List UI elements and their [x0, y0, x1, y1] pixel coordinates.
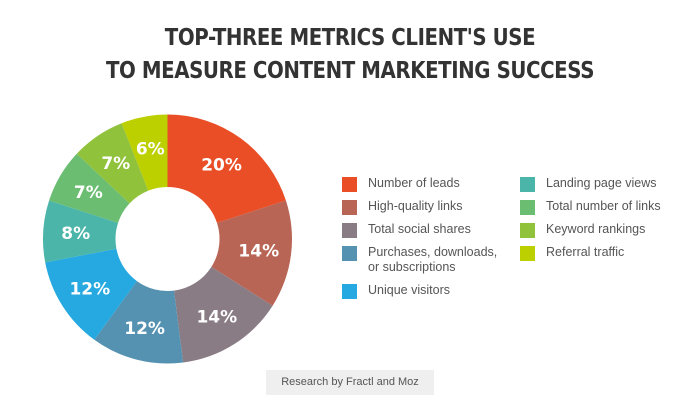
legend-label: Keyword rankings: [546, 222, 646, 236]
legend-swatch: [342, 177, 357, 192]
legend-label: Purchases, downloads,: [368, 245, 498, 259]
slice-percent-label: 12%: [124, 319, 165, 339]
slice-percent-label: 14%: [196, 308, 237, 328]
slice-percent-label: 14%: [238, 242, 279, 262]
legend-swatch: [342, 246, 357, 261]
legend-item-purchases-downloads-subscriptions: Purchases, downloads, or subscriptions: [342, 245, 497, 275]
legend-swatch: [520, 177, 535, 192]
legend-item-total-social-shares: Total social shares: [342, 222, 497, 238]
legend-item-high-quality-links: High-quality links: [342, 199, 497, 215]
legend-label: Total number of links: [546, 199, 661, 213]
legend-swatch: [342, 200, 357, 215]
legend-swatch: [342, 223, 357, 238]
donut-slice-total-number-of-links: [49, 153, 130, 223]
donut-slice-referral-traffic: [121, 114, 168, 191]
legend-right-column: Landing page views Total number of links…: [520, 176, 661, 268]
legend-swatch: [520, 246, 535, 261]
chart-title: TOP-THREE METRICS CLIENT'S USE TO MEASUR…: [49, 22, 651, 88]
legend-label: High-quality links: [368, 199, 463, 213]
legend-item-total-number-of-links: Total number of links: [520, 199, 661, 215]
donut-slice-total-social-shares: [174, 266, 273, 363]
legend-label-line-2: or subscriptions: [368, 260, 456, 274]
legend-swatch: [520, 200, 535, 215]
slice-percent-label: 6%: [136, 140, 165, 160]
legend-label: Total social shares: [368, 222, 471, 236]
legend-item-landing-page-views: Landing page views: [520, 176, 661, 192]
donut-slice-landing-page-views: [43, 200, 119, 263]
legend-item-referral-traffic: Referral traffic: [520, 245, 661, 261]
donut-slice-labels: 20% 14% 14% 12% 12% 8% 7% 7% 6%: [61, 140, 279, 339]
slice-percent-label: 7%: [101, 154, 130, 174]
legend-swatch: [520, 223, 535, 238]
legend-left-column: Number of leads High-quality links Total…: [342, 176, 497, 306]
legend-item-unique-visitors: Unique visitors: [342, 283, 497, 299]
chart-title-line-1: TOP-THREE METRICS CLIENT'S USE: [164, 25, 536, 51]
legend-label: Number of leads: [368, 176, 460, 190]
source-credit: Research by Fractl and Moz: [266, 370, 434, 395]
donut-slice-high-quality-links: [211, 200, 292, 306]
donut-slices: [43, 114, 292, 364]
slice-percent-label: 20%: [201, 156, 242, 176]
chart-title-line-2: TO MEASURE CONTENT MARKETING SUCCESS: [105, 58, 595, 84]
legend-label: Unique visitors: [368, 283, 450, 297]
donut-slice-number-of-leads: [167, 114, 286, 223]
donut-slice-purchases-downloads-or-subscriptions: [94, 281, 184, 364]
slice-percent-label: 12%: [69, 279, 110, 299]
legend-label: Referral traffic: [546, 245, 625, 259]
legend-item-number-of-leads: Number of leads: [342, 176, 497, 192]
legend-swatch: [342, 284, 357, 299]
legend-label: Landing page views: [546, 176, 657, 190]
slice-percent-label: 7%: [74, 183, 103, 203]
slice-percent-label: 8%: [61, 224, 90, 244]
donut-slice-unique-visitors: [45, 248, 137, 340]
legend-item-keyword-rankings: Keyword rankings: [520, 222, 661, 238]
donut-slice-keyword-rankings: [76, 123, 149, 204]
